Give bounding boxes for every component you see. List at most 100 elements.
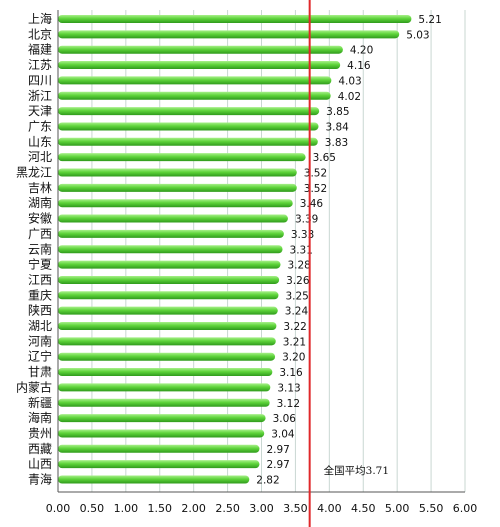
- x-axis: 0.00 0.50 1.00 1.50 2.00 2.50 3.00 3.50 4.00 4.50…: [46, 10, 478, 515]
- data-label: 2.97: [266, 459, 289, 471]
- data-label: 3.31: [290, 244, 313, 256]
- data-label: 3.21: [283, 336, 306, 348]
- average-reference: 全国平均3.71: [308, 0, 389, 527]
- data-label: 3.13: [277, 382, 300, 394]
- data-label: 3.06: [273, 413, 297, 425]
- data-label: 3.52: [304, 168, 327, 180]
- bar: [58, 429, 265, 438]
- data-label: 3.25: [285, 290, 308, 302]
- bar: [58, 245, 283, 254]
- data-label: 3.39: [295, 214, 318, 226]
- category-label: 山东: [28, 135, 52, 149]
- data-label: 2.97: [266, 444, 289, 456]
- data-label: 3.84: [325, 121, 349, 133]
- bar: [58, 368, 273, 377]
- bar: [58, 137, 318, 146]
- category-label: 陕西: [28, 303, 52, 318]
- category-label: 湖北: [28, 318, 52, 333]
- bar: [58, 322, 277, 330]
- bar: [58, 275, 280, 284]
- category-label: 吉林: [28, 181, 52, 195]
- bar: [58, 214, 288, 223]
- bar: [58, 475, 250, 484]
- category-label: 江苏: [28, 58, 52, 72]
- data-label: 2.82: [256, 475, 279, 487]
- x-tick-label: 5.50: [419, 502, 444, 515]
- bar: [58, 414, 266, 423]
- bar: [58, 291, 279, 300]
- data-label: 3.28: [287, 260, 310, 272]
- category-label: 江西: [28, 273, 52, 287]
- x-tick-label: 2.50: [215, 502, 240, 515]
- data-label: 5.21: [418, 14, 441, 26]
- x-tick-label: 3.50: [283, 502, 308, 515]
- data-label: 3.85: [326, 106, 349, 118]
- bar: [58, 153, 306, 162]
- bar: [58, 183, 297, 192]
- data-label: 3.20: [282, 352, 305, 364]
- data-label: 4.02: [338, 91, 361, 103]
- data-label: 3.52: [304, 183, 327, 195]
- bar: [58, 61, 341, 70]
- data-label: 3.04: [271, 428, 295, 440]
- category-label: 辽宁: [28, 349, 52, 364]
- value-labels: 5.21 5.03 4.20 4.16 4.03 4.02 3.85 3.84 3.83 3.65…: [256, 14, 442, 487]
- bar: [58, 229, 284, 238]
- x-tick-label: 1.50: [148, 502, 173, 515]
- category-label: 四川: [28, 73, 52, 87]
- category-label: 北京: [28, 27, 52, 41]
- x-tick-label: 4.50: [351, 502, 376, 515]
- data-label: 3.65: [313, 152, 336, 164]
- data-label: 5.03: [406, 29, 429, 41]
- category-label: 上海: [28, 11, 52, 26]
- bar: [58, 91, 331, 100]
- category-label: 内蒙古: [16, 379, 52, 394]
- bar: [58, 76, 332, 85]
- category-label: 海南: [28, 410, 52, 425]
- bar: [58, 337, 276, 346]
- bar: [58, 306, 278, 315]
- data-label: 3.33: [291, 229, 314, 241]
- category-label: 重庆: [28, 288, 52, 302]
- category-label: 广东: [28, 119, 52, 133]
- category-label: 甘肃: [28, 365, 52, 379]
- x-tick-label: 6.00: [453, 502, 478, 515]
- category-label: 西藏: [28, 442, 52, 456]
- bars: [58, 15, 412, 484]
- x-tick-label: 3.00: [249, 502, 274, 515]
- category-labels: 上海北京福建江苏四川浙江天津广东山东河北黑龙江吉林湖南安徽广西云南宁夏江西重庆陕…: [16, 11, 52, 487]
- category-label: 福建: [28, 42, 52, 57]
- bar: [58, 383, 271, 392]
- category-label: 宁夏: [28, 257, 52, 272]
- bar: [58, 122, 319, 131]
- data-label: 4.16: [347, 60, 371, 72]
- category-label: 黑龙江: [16, 166, 52, 180]
- x-tick-label: 2.00: [181, 502, 206, 515]
- bar: [58, 30, 400, 39]
- category-label: 浙江: [28, 89, 52, 103]
- data-label: 4.20: [350, 45, 373, 57]
- category-label: 天津: [28, 104, 52, 118]
- x-tick-label: 5.00: [385, 502, 410, 515]
- bar: [58, 352, 276, 361]
- x-tick-label: 0.50: [80, 502, 105, 515]
- x-tick-label: 0.00: [46, 502, 71, 515]
- category-label: 河北: [28, 150, 52, 164]
- bar: [58, 398, 270, 407]
- bar: [58, 444, 260, 453]
- x-tick-label: 1.00: [114, 502, 139, 515]
- category-label: 安徽: [28, 211, 52, 226]
- category-label: 广西: [28, 227, 52, 241]
- category-label: 云南: [28, 241, 52, 256]
- category-label: 新疆: [28, 395, 52, 410]
- data-label: 3.12: [277, 398, 300, 410]
- category-label: 湖南: [28, 195, 52, 210]
- bar: [58, 460, 260, 469]
- reference-label: 全国平均3.71: [324, 464, 389, 477]
- bar: [58, 15, 412, 23]
- x-tick-label: 4.00: [317, 502, 342, 515]
- category-label: 山西: [28, 457, 52, 471]
- data-label: 3.83: [325, 137, 348, 149]
- category-label: 贵州: [28, 426, 52, 440]
- bar: [58, 260, 281, 269]
